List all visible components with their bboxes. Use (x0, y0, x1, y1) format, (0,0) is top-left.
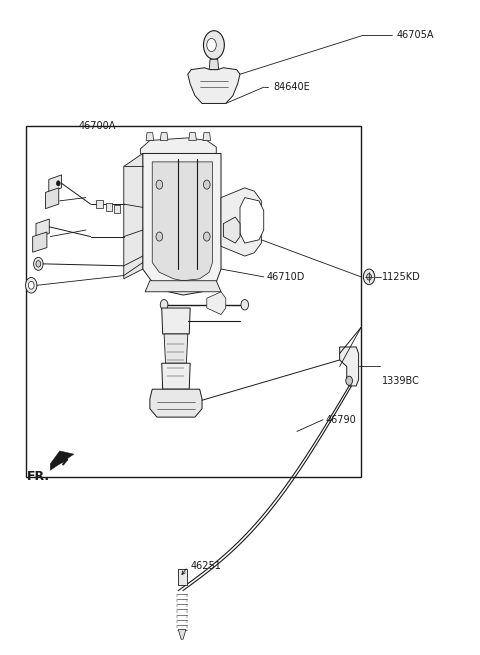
Bar (25, 126, 361, 477)
Bar (106, 204, 112, 212)
Polygon shape (36, 219, 49, 238)
Text: 1339BC: 1339BC (383, 376, 420, 386)
Text: 46251: 46251 (190, 561, 221, 572)
Circle shape (204, 232, 210, 241)
Text: 84640E: 84640E (273, 83, 310, 92)
Circle shape (204, 180, 210, 189)
Polygon shape (209, 60, 219, 69)
Text: 46705A: 46705A (396, 30, 434, 40)
Bar (179, 569, 187, 586)
Text: FR.: FR. (26, 470, 49, 483)
Circle shape (56, 181, 60, 186)
Polygon shape (50, 451, 74, 470)
Polygon shape (189, 133, 196, 140)
Polygon shape (207, 291, 226, 314)
Polygon shape (49, 175, 61, 193)
Polygon shape (188, 67, 240, 103)
Text: 46710D: 46710D (266, 272, 304, 282)
Polygon shape (162, 308, 190, 334)
Circle shape (25, 278, 37, 293)
Polygon shape (124, 153, 143, 279)
Polygon shape (162, 364, 190, 389)
Circle shape (36, 261, 41, 267)
Polygon shape (33, 232, 47, 252)
Polygon shape (152, 162, 213, 281)
Polygon shape (146, 133, 154, 140)
Circle shape (28, 282, 34, 290)
Circle shape (346, 376, 352, 385)
Polygon shape (340, 347, 359, 386)
Polygon shape (179, 629, 186, 639)
Polygon shape (145, 281, 221, 291)
Polygon shape (140, 138, 216, 159)
Bar (114, 206, 120, 213)
Polygon shape (160, 133, 168, 140)
Circle shape (204, 31, 224, 60)
Polygon shape (221, 188, 261, 256)
Text: 46700A: 46700A (79, 121, 116, 131)
Circle shape (207, 39, 216, 52)
Polygon shape (203, 133, 211, 140)
Polygon shape (46, 188, 59, 209)
Text: 46790: 46790 (325, 415, 356, 424)
Circle shape (363, 269, 375, 285)
Polygon shape (223, 217, 240, 243)
Polygon shape (143, 153, 221, 295)
Circle shape (156, 232, 163, 241)
Polygon shape (164, 334, 188, 364)
Circle shape (241, 299, 249, 310)
Polygon shape (240, 198, 264, 243)
Polygon shape (150, 389, 202, 417)
Circle shape (34, 257, 43, 271)
Text: 1125KD: 1125KD (383, 272, 421, 282)
Circle shape (156, 180, 163, 189)
Bar (96, 200, 103, 208)
Circle shape (367, 274, 372, 280)
Circle shape (160, 299, 168, 310)
